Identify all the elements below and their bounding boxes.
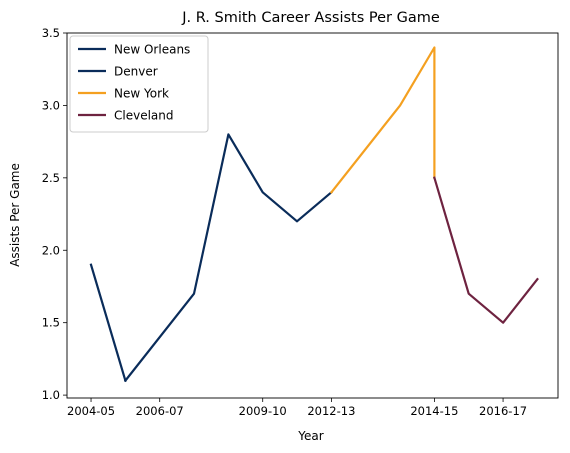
series-line-new-orleans: [89, 263, 127, 382]
x-tick-label: 2012-13: [307, 404, 355, 418]
y-axis: 1.0 1.5 2.0 2.5 3.0 3.5: [42, 26, 67, 402]
x-tick-label: 2016-17: [479, 404, 527, 418]
y-axis-label: Assists Per Game: [8, 163, 22, 267]
y-tick-label: 1.5: [42, 316, 60, 330]
x-tick-label: 2014-15: [410, 404, 458, 418]
chart-title: J. R. Smith Career Assists Per Game: [181, 10, 440, 26]
legend-label: Denver: [114, 65, 158, 79]
legend: New Orleans Denver New York Cleveland: [69, 35, 209, 133]
series-line-denver: [123, 133, 333, 383]
series-line-cleveland: [433, 176, 539, 324]
y-tick-label: 3.0: [42, 98, 60, 112]
legend-box: [69, 35, 209, 133]
series-layer: [89, 46, 539, 383]
x-tick-label: 2004-05: [67, 404, 115, 418]
legend-label: New Orleans: [114, 43, 190, 57]
y-tick-label: 3.5: [42, 26, 60, 40]
x-axis-label: Year: [297, 429, 323, 443]
x-axis: 2004-05 2006-07 2009-10 2012-13 2014-15 2016-…: [67, 398, 527, 418]
plot-frame: [66, 32, 559, 399]
legend-label: Cleveland: [114, 109, 174, 123]
x-tick-label: 2006-07: [136, 404, 184, 418]
series-line-new-york: [329, 46, 436, 194]
y-tick-label: 2.5: [42, 171, 60, 185]
legend-label: New York: [114, 87, 169, 101]
y-tick-label: 1.0: [42, 388, 60, 402]
x-tick-label: 2009-10: [239, 404, 287, 418]
y-tick-label: 2.0: [42, 243, 60, 257]
